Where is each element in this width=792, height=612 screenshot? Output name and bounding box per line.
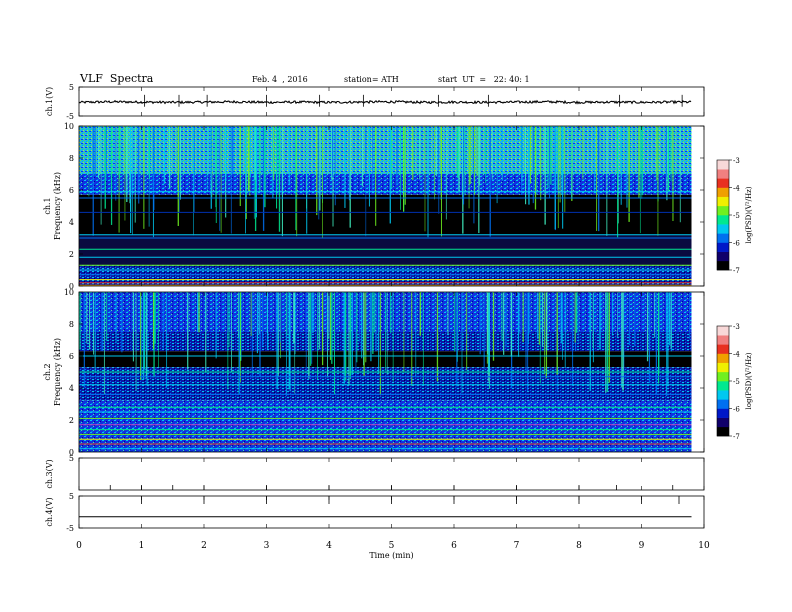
colorbar-swatch bbox=[717, 390, 729, 400]
colorbar-swatch bbox=[717, 371, 729, 382]
colorbar-swatch bbox=[717, 242, 729, 252]
xaxis-tick-label: 0 bbox=[76, 541, 82, 551]
colorbar-swatch bbox=[717, 251, 729, 262]
ch2-spectrogram-ytick-label: 10 bbox=[64, 288, 74, 297]
ch1-waveform-line bbox=[78, 99, 692, 105]
xaxis-tick-label: 4 bbox=[326, 541, 332, 551]
xaxis-tick-label: 6 bbox=[451, 541, 457, 551]
colorbar-swatch bbox=[717, 408, 729, 418]
spectrogram-band-quiet bbox=[79, 194, 692, 235]
xaxis-tick-label: 1 bbox=[139, 541, 145, 551]
colorbar-swatch bbox=[717, 178, 729, 188]
spectrogram-band-high bbox=[79, 126, 692, 174]
ch1-spectrogram-ytick-label: 2 bbox=[69, 250, 74, 259]
colorbar-swatch bbox=[717, 160, 729, 170]
ch4-ytick-label: 5 bbox=[69, 492, 74, 501]
start-time-label: start UT = 22: 40: 1 bbox=[438, 75, 530, 84]
colorbar-swatch bbox=[717, 196, 729, 207]
ch1-spectrogram-ytick-label: 6 bbox=[69, 186, 74, 195]
colorbar-swatch bbox=[717, 362, 729, 373]
colorbar-swatch bbox=[717, 205, 729, 216]
ch3-ylabel: ch.3(V) bbox=[45, 459, 54, 488]
ch4-ylabel: ch.4(V) bbox=[45, 497, 54, 526]
colorbar-swatch bbox=[717, 381, 729, 391]
colorbar-swatch bbox=[717, 426, 729, 437]
colorbar-tick-label: -4 bbox=[733, 185, 740, 193]
colorbar-tick-label: -6 bbox=[733, 406, 740, 414]
chart-title: VLF Spectra bbox=[80, 72, 154, 85]
colorbar-swatch bbox=[717, 260, 729, 271]
colorbar-swatch bbox=[717, 224, 729, 234]
ch2-spectrogram-ytick-label: 0 bbox=[69, 448, 74, 457]
ch3-ytick-label: 5 bbox=[69, 454, 74, 463]
xaxis-tick-label: 5 bbox=[389, 541, 395, 551]
colorbar-swatch bbox=[717, 215, 729, 225]
colorbar-swatch bbox=[717, 353, 729, 363]
colorbar-swatch bbox=[717, 169, 729, 179]
ch2-spectrogram-ylabel: Frequency (kHz) bbox=[53, 338, 62, 406]
ch4-ytick-label: -5 bbox=[66, 524, 74, 533]
colorbar-swatch bbox=[717, 399, 729, 409]
colorbar-tick-label: -5 bbox=[733, 378, 740, 386]
spectrogram-band-low bbox=[79, 234, 692, 266]
date-label: Feb. 4 , 2016 bbox=[252, 75, 308, 84]
ch1-ylabel: ch.1(V) bbox=[45, 87, 54, 116]
colorbar-swatch bbox=[717, 335, 729, 345]
xaxis-tick-label: 8 bbox=[576, 541, 582, 551]
ch1-spectrogram-ytick-label: 10 bbox=[64, 122, 74, 131]
ch1-spectrogram-channel-label: ch.1 bbox=[43, 197, 52, 214]
xaxis-tick-label: 2 bbox=[201, 541, 207, 551]
colorbar-tick-label: -3 bbox=[733, 157, 740, 165]
colorbar-tick-label: -7 bbox=[733, 433, 740, 441]
ch1-spectrogram-ytick-label: 4 bbox=[69, 218, 74, 227]
spectrogram-band-low bbox=[79, 367, 692, 401]
colorbar-swatch bbox=[717, 344, 729, 354]
xaxis-label: Time (min) bbox=[369, 551, 413, 560]
spectrogram-band-vlow bbox=[79, 400, 692, 452]
ch1-spectrogram-ytick-label: 0 bbox=[69, 282, 74, 291]
station-label: station= ATH bbox=[344, 75, 399, 84]
colorbar-swatch bbox=[717, 326, 729, 336]
spectrogram-band-mid bbox=[79, 174, 692, 195]
ch2-spectrogram-ytick-label: 4 bbox=[69, 384, 74, 393]
colorbar-swatch bbox=[717, 187, 729, 197]
xaxis-tick-label: 9 bbox=[639, 541, 645, 551]
xaxis-tick-label: 3 bbox=[264, 541, 270, 551]
ch1-spectrogram-ytick-label: 8 bbox=[69, 154, 74, 163]
ch2-spectrogram-ytick-label: 2 bbox=[69, 416, 74, 425]
colorbar-tick-label: -4 bbox=[733, 351, 740, 359]
colorbar-tick-label: -7 bbox=[733, 267, 740, 275]
ch1-ytick-label: -5 bbox=[66, 112, 74, 121]
ch2-spectrogram-image bbox=[79, 292, 692, 452]
ch1-ytick-label: 5 bbox=[69, 83, 74, 92]
ch2-spectrogram-ytick-label: 8 bbox=[69, 320, 74, 329]
colorbar-tick-label: -3 bbox=[733, 323, 740, 331]
colorbar-tick-label: -6 bbox=[733, 240, 740, 248]
colorbar-label: log(PSD)(V²/Hz) bbox=[745, 352, 753, 409]
colorbar-swatch bbox=[717, 417, 729, 428]
ch2-spectrogram-ytick-label: 6 bbox=[69, 352, 74, 361]
ch2-spectrogram-channel-label: ch.2 bbox=[43, 363, 52, 380]
xaxis-tick-label: 10 bbox=[698, 541, 710, 551]
xaxis-tick-label: 7 bbox=[514, 541, 520, 551]
colorbar-label: log(PSD)(V²/Hz) bbox=[745, 186, 753, 243]
ch1-spectrogram-ylabel: Frequency (kHz) bbox=[53, 172, 62, 240]
colorbar-swatch bbox=[717, 233, 729, 243]
ch1-spectrogram-image bbox=[79, 126, 692, 286]
colorbar-tick-label: -5 bbox=[733, 212, 740, 220]
